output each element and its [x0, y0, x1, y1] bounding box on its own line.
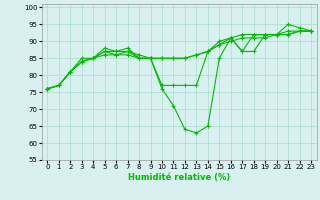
X-axis label: Humidité relative (%): Humidité relative (%) [128, 173, 230, 182]
